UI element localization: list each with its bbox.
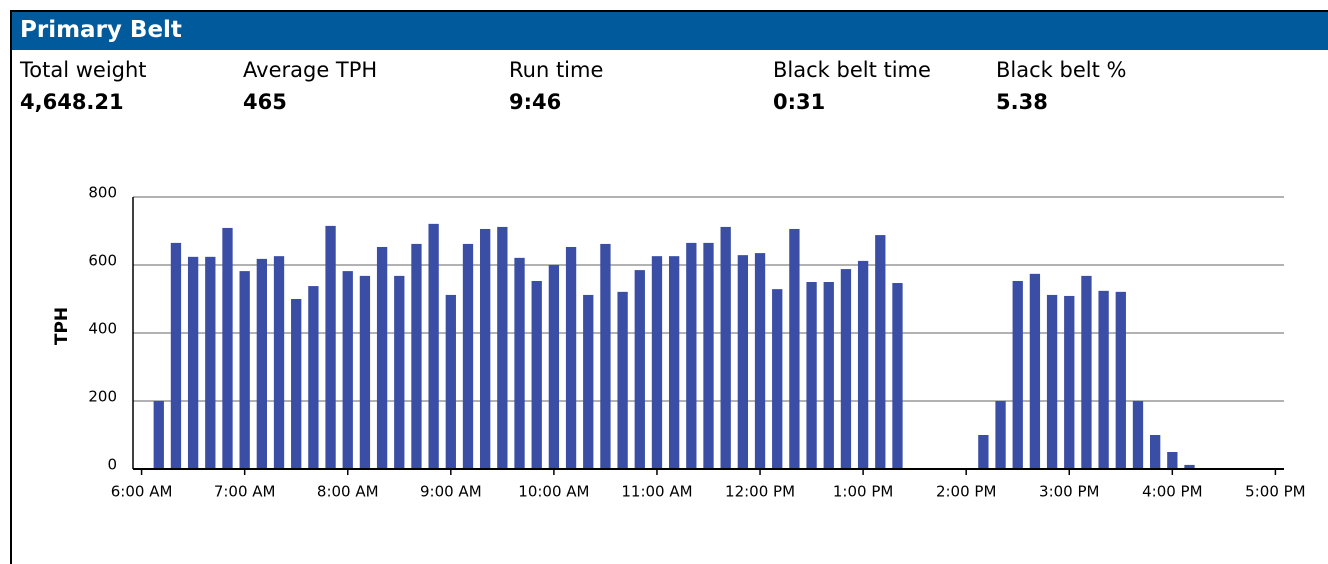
x-tick-label: 10:00 AM [518, 483, 589, 501]
bar [1150, 435, 1161, 469]
bar [1167, 452, 1178, 469]
bar [1029, 273, 1041, 469]
y-axis-label: TPH [52, 307, 72, 345]
y-tick-label: 600 [88, 252, 117, 270]
stat-value: 9:46 [509, 90, 562, 114]
bar [737, 255, 749, 469]
bar [222, 227, 233, 469]
bar [514, 257, 525, 469]
stat-value: 465 [243, 90, 287, 114]
bar [995, 401, 1006, 469]
x-tick-label: 12:00 PM [725, 483, 795, 501]
bar [1012, 280, 1023, 469]
bar [411, 243, 422, 469]
bar [273, 256, 285, 469]
bar [342, 271, 353, 469]
bar [239, 271, 250, 469]
bar [531, 280, 542, 469]
x-tick-label: 5:00 PM [1245, 483, 1305, 501]
stat-label: Average TPH [243, 58, 378, 82]
panel-title: Primary Belt [12, 12, 1328, 50]
stat-label: Black belt time [773, 58, 931, 82]
bar [703, 242, 714, 469]
bar [497, 226, 508, 469]
bar [153, 401, 164, 469]
bar [978, 435, 989, 469]
bar [480, 228, 491, 469]
bar [875, 235, 886, 469]
bar [1132, 401, 1144, 469]
bar [187, 256, 199, 469]
bar [600, 243, 611, 469]
bar [789, 228, 800, 469]
bar [1081, 275, 1092, 469]
bar [291, 299, 302, 469]
x-tick-label: 11:00 AM [621, 483, 692, 501]
stat-value: 4,648.21 [20, 90, 124, 114]
bar [1184, 464, 1195, 469]
bar [806, 282, 817, 469]
stat: Average TPH 465 [243, 56, 377, 116]
x-tick-label: 4:00 PM [1142, 483, 1202, 501]
bar [462, 243, 474, 469]
bar [823, 282, 834, 469]
x-tick-label: 2:00 PM [936, 483, 996, 501]
bar [205, 256, 216, 469]
bar [686, 242, 697, 469]
stat-value: 0:31 [773, 90, 826, 114]
stat-value: 5.38 [996, 90, 1048, 114]
stat-label: Total weight [20, 58, 147, 82]
bar [772, 289, 783, 469]
y-tick-label: 800 [88, 184, 117, 202]
bar [1098, 290, 1109, 469]
x-tick-label: 9:00 AM [420, 483, 482, 501]
bar [617, 291, 628, 469]
bar [754, 253, 766, 469]
bar [394, 275, 405, 469]
x-tick-label: 8:00 AM [317, 483, 379, 501]
bar [445, 294, 456, 469]
x-tick-label: 3:00 PM [1039, 483, 1099, 501]
bar [548, 265, 560, 469]
x-tick-label: 1:00 PM [833, 483, 893, 501]
bar [359, 275, 371, 469]
y-tick-label: 200 [88, 388, 117, 406]
bar [565, 246, 577, 469]
bar [892, 283, 903, 469]
bar [720, 226, 731, 469]
stat: Black belt time 0:31 [773, 56, 931, 116]
bar [376, 246, 388, 469]
bar [651, 256, 663, 469]
bar [840, 269, 852, 469]
bar [668, 256, 680, 469]
bar [634, 270, 645, 469]
stat: Total weight 4,648.21 [20, 56, 147, 116]
bar [170, 242, 182, 469]
bar [428, 223, 439, 469]
bar [583, 294, 594, 469]
stat-label: Black belt % [996, 58, 1127, 82]
y-tick-label: 0 [107, 456, 117, 474]
bar [308, 286, 319, 469]
panel: Primary Belt Total weight 4,648.21 Average… [10, 10, 1328, 564]
bar [1064, 295, 1075, 469]
bar [325, 225, 336, 469]
y-tick-label: 400 [88, 320, 117, 338]
bar [857, 260, 869, 469]
stat-label: Run time [509, 58, 604, 82]
x-tick-label: 6:00 AM [111, 483, 173, 501]
bar [1046, 294, 1058, 469]
stat: Run time 9:46 [509, 56, 603, 116]
x-tick-label: 7:00 AM [214, 483, 276, 501]
bar [1115, 291, 1126, 469]
bar [256, 258, 267, 469]
stat: Black belt % 5.38 [996, 56, 1126, 116]
